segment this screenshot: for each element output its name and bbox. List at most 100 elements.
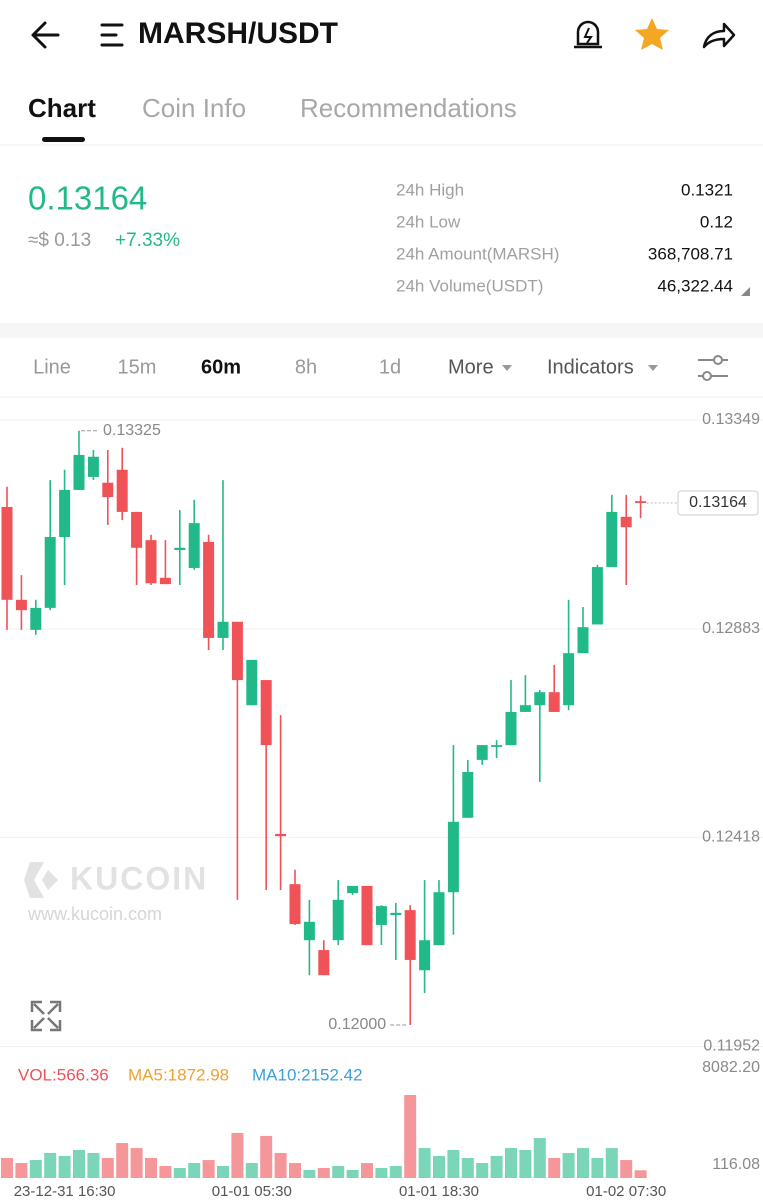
x-tick-label: 01-01 18:30 — [399, 1183, 479, 1200]
stat-value: 0.1321 — [681, 180, 733, 199]
pair-title: MARSH/USDT — [138, 17, 338, 50]
watermark-brand: KUCOIN — [70, 860, 208, 896]
y-tick-label: 0.13349 — [702, 411, 760, 428]
candle-body — [332, 899, 344, 941]
candle-body — [145, 540, 157, 584]
volume-bar — [620, 1160, 633, 1178]
stat-value: 46,322.44 — [657, 276, 733, 295]
interval[interactable]: 15m — [118, 356, 157, 378]
candle-body — [318, 950, 330, 976]
candle-body — [275, 833, 287, 837]
interval[interactable]: 1d — [379, 356, 401, 378]
volume-bar — [303, 1169, 316, 1178]
settings-icon[interactable] — [698, 355, 728, 381]
corner-mark — [741, 287, 750, 296]
section-gap — [0, 323, 763, 338]
interval-active[interactable]: 60m — [201, 356, 241, 378]
more-menu[interactable]: More — [448, 356, 494, 378]
volume-bar — [548, 1157, 561, 1178]
stat-value: 0.12 — [700, 212, 733, 231]
x-tick-label: 23-12-31 16:30 — [14, 1183, 116, 1200]
last-price: 0.13164 — [28, 180, 147, 217]
dropdown-caret — [502, 365, 512, 371]
candle-body — [159, 577, 171, 585]
candle-body — [217, 621, 229, 638]
candle-body — [620, 516, 632, 528]
y-tick-label: 0.12418 — [702, 829, 760, 846]
volume-bar — [159, 1166, 172, 1178]
favorite-star[interactable] — [635, 18, 669, 50]
candle-body — [519, 705, 531, 712]
volume-bar — [389, 1166, 402, 1178]
menu-icon[interactable] — [100, 23, 124, 47]
volume-bar — [173, 1167, 186, 1178]
volume-bar — [346, 1169, 359, 1178]
stat-label: 24h Amount(MARSH) — [396, 244, 559, 263]
watermark-url: www.kucoin.com — [27, 904, 162, 924]
vol-legend: VOL:566.36 — [18, 1065, 109, 1084]
alert-icon[interactable] — [574, 20, 602, 49]
candle-body — [87, 456, 99, 477]
watermark-logo — [24, 862, 58, 898]
ma10-legend: MA10:2152.42 — [252, 1065, 363, 1084]
back-button[interactable] — [31, 21, 60, 49]
candle-body — [246, 659, 258, 706]
candle-body — [289, 884, 301, 925]
candle-body — [419, 940, 431, 971]
stat-label: 24h Volume(USDT) — [396, 276, 543, 295]
candle-body — [203, 541, 215, 638]
fullscreen-icon[interactable] — [30, 1000, 62, 1032]
candle-body — [375, 906, 387, 925]
volume-bar — [461, 1157, 474, 1178]
volume-tick-label: 8082.20 — [702, 1059, 760, 1076]
volume-bar — [15, 1163, 28, 1178]
candle-body — [102, 482, 114, 498]
volume-bar — [577, 1148, 589, 1178]
candle-body — [59, 489, 71, 538]
share-icon[interactable] — [702, 22, 736, 49]
candle-body — [116, 469, 128, 512]
volume-bar — [1, 1157, 13, 1178]
candle-body — [505, 711, 517, 746]
volume-tick-label: 116.08 — [712, 1156, 760, 1173]
candle-body — [476, 745, 488, 760]
tab[interactable]: Coin Info — [142, 93, 246, 123]
volume-bar — [476, 1163, 489, 1178]
candle-body — [462, 772, 474, 818]
last-price-label: 0.13164 — [689, 494, 747, 511]
y-tick-label: 0.12883 — [702, 620, 760, 637]
stat-label: 24h Low — [396, 212, 461, 231]
candle-body — [303, 921, 315, 941]
tab[interactable]: Recommendations — [300, 93, 517, 123]
candle-body — [361, 885, 373, 946]
volume-bar — [591, 1157, 604, 1178]
candle-body — [447, 821, 459, 893]
stat-label: 24h High — [396, 180, 464, 199]
volume-bar — [188, 1163, 201, 1178]
volume-bar — [404, 1094, 417, 1178]
candle-body — [1, 506, 13, 600]
candle-body — [591, 567, 603, 625]
ma5-legend: MA5:1872.98 — [128, 1065, 229, 1084]
candle-body — [491, 745, 503, 747]
candle-body — [606, 511, 618, 568]
volume-bar — [490, 1155, 503, 1178]
volume-bar — [533, 1137, 546, 1178]
candle-body — [231, 621, 243, 681]
volume-bar — [519, 1149, 532, 1178]
price-change: +7.33% — [115, 230, 180, 251]
x-tick-label: 01-02 07:30 — [586, 1183, 666, 1200]
interval[interactable]: 8h — [295, 356, 317, 378]
tab-active[interactable]: Chart — [28, 93, 96, 123]
volume-bar — [418, 1148, 431, 1178]
volume-bar — [289, 1163, 301, 1178]
stats: 24h High 0.1321 24h Low 0.12 24h Amount(… — [396, 180, 733, 295]
volume-bar — [274, 1152, 287, 1178]
candle-body — [635, 501, 647, 503]
volume-bar — [505, 1148, 517, 1178]
candle-body — [548, 692, 560, 712]
indicators-menu[interactable]: Indicators — [547, 356, 634, 378]
interval[interactable]: Line — [33, 356, 71, 378]
volume-bar — [245, 1163, 258, 1178]
